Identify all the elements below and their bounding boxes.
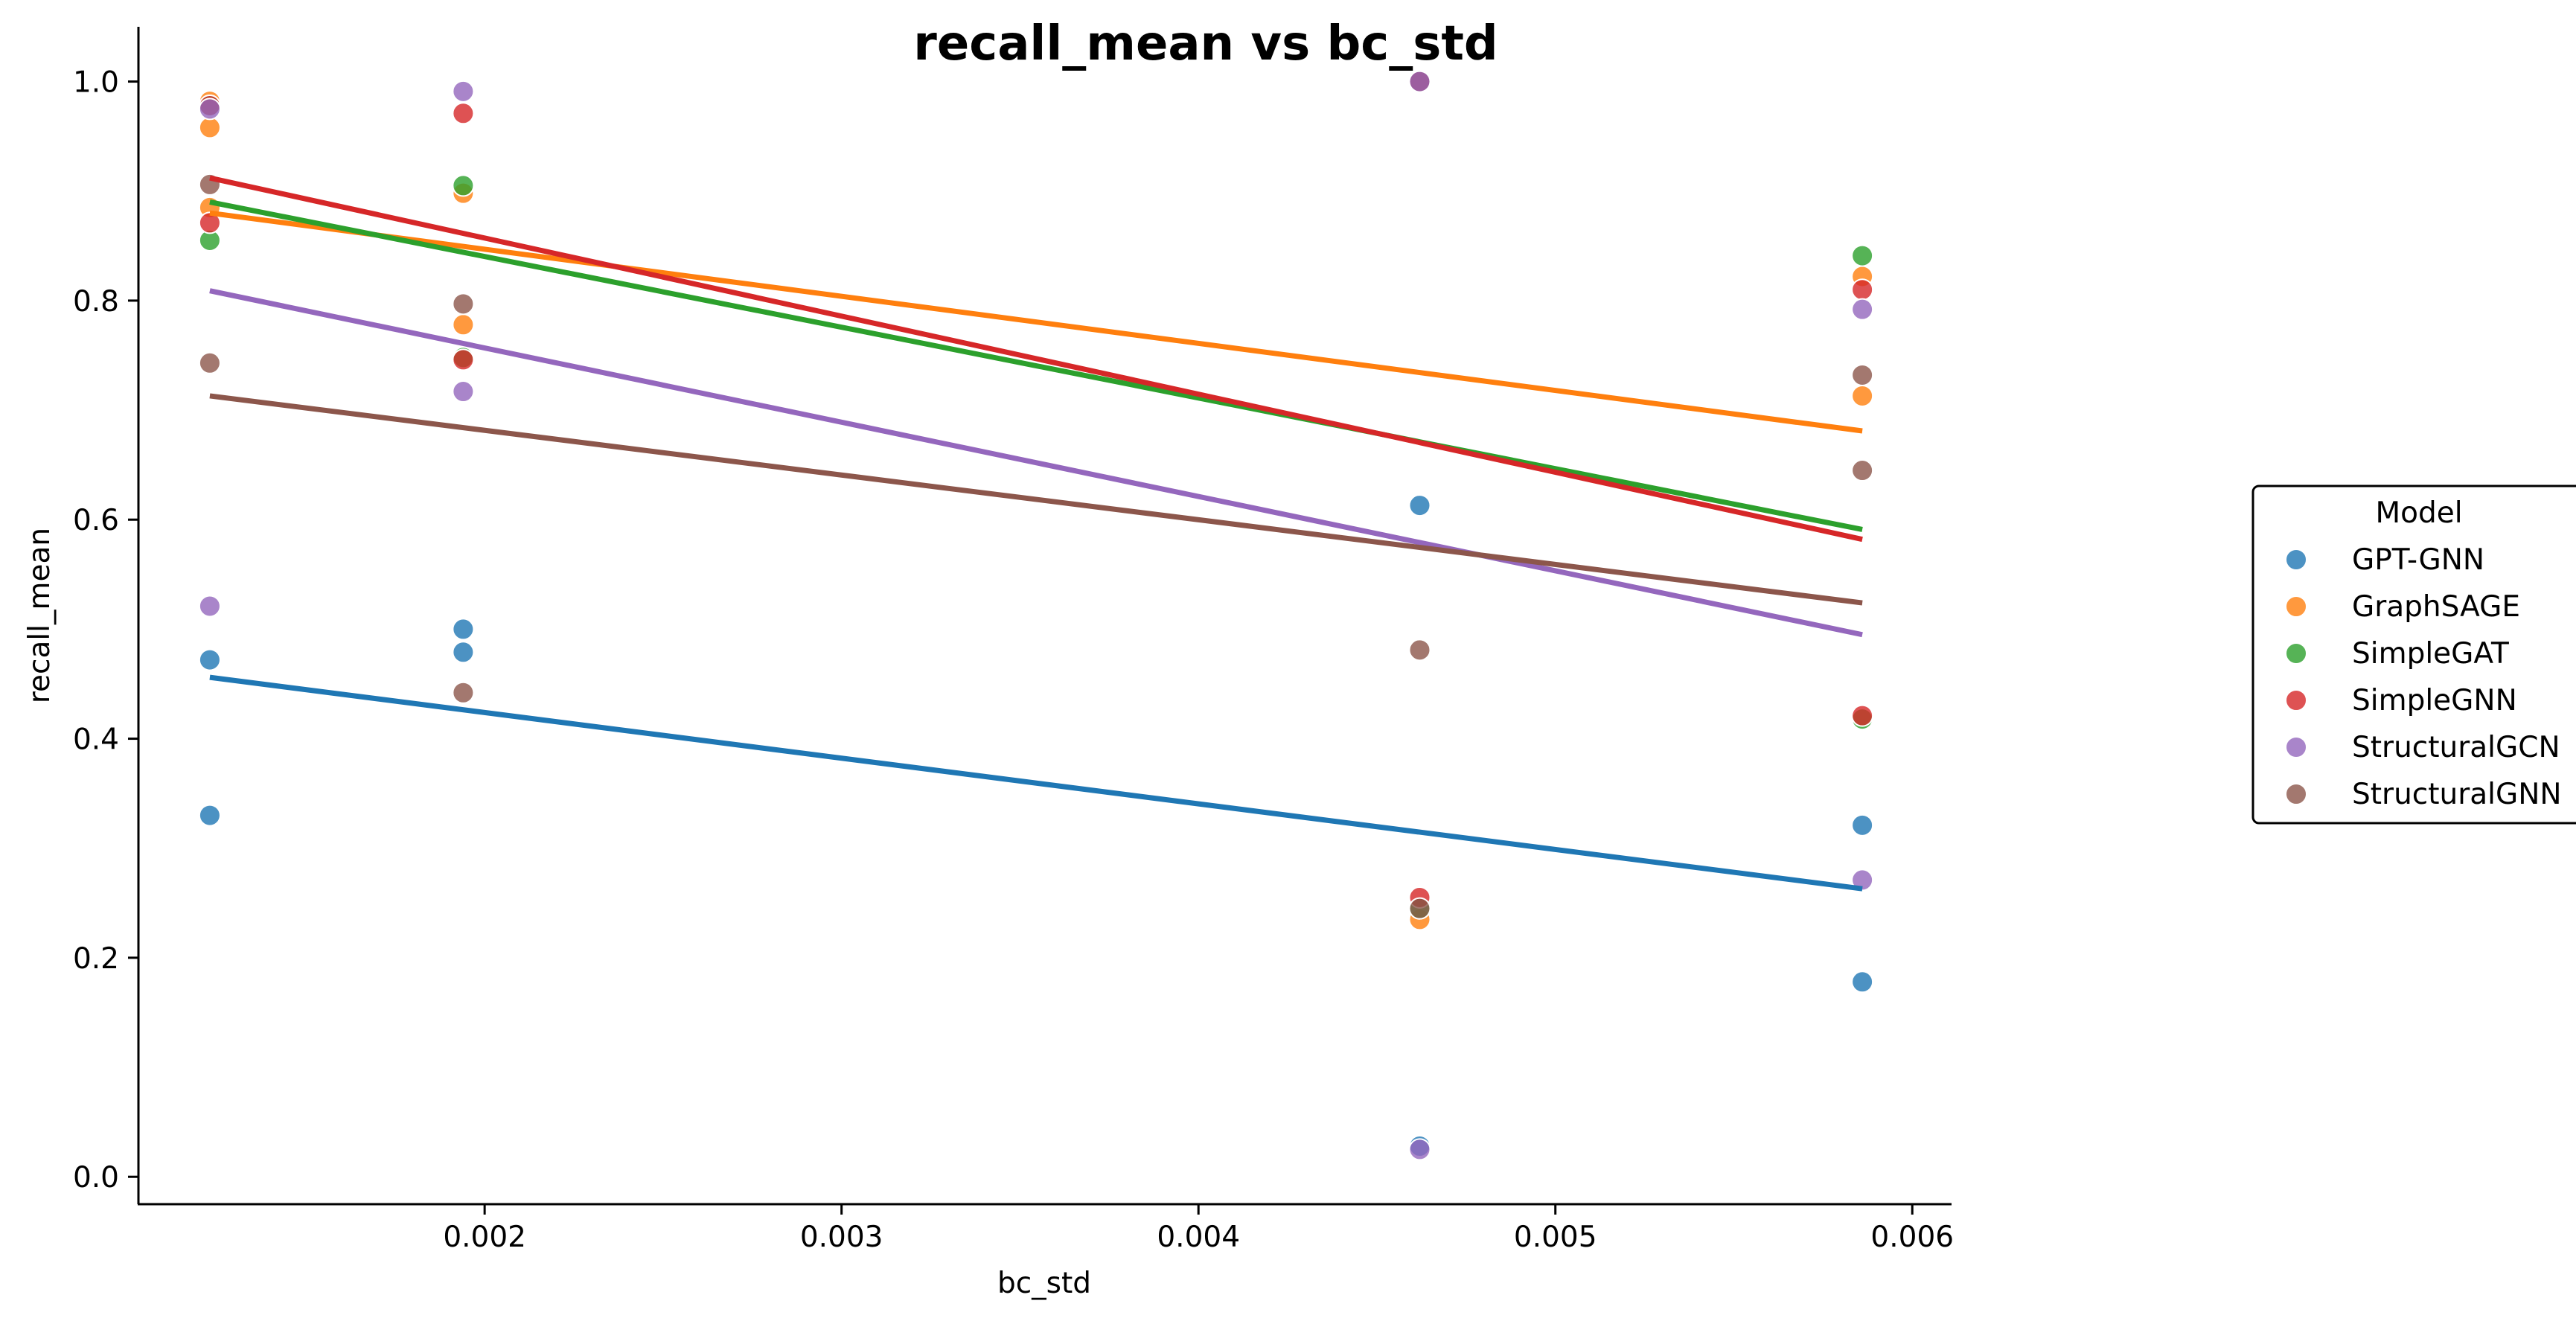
data-point: [1851, 813, 1874, 837]
legend-marker: [2285, 783, 2307, 805]
data-point: [452, 292, 475, 316]
data-point: [1851, 459, 1874, 482]
data-point: [1408, 1138, 1431, 1161]
trend-line-structuralgcn: [209, 288, 1863, 638]
series-gpt-gnn: [198, 494, 1874, 1158]
y-tick-label: 0.4: [73, 723, 119, 757]
data-point: [452, 80, 475, 103]
data-point: [452, 681, 475, 704]
legend-label: SimpleGNN: [2352, 684, 2517, 717]
series-simplegat: [198, 70, 1874, 920]
trend-line-gpt-gnn: [209, 674, 1863, 892]
data-point: [198, 116, 221, 139]
data-point: [198, 804, 221, 827]
legend-label: StructuralGNN: [2352, 778, 2562, 811]
y-tick-label: 0.2: [73, 942, 119, 976]
data-point: [1851, 244, 1874, 267]
data-point: [198, 211, 221, 234]
series-structuralgcn: [198, 70, 1874, 1161]
data-point: [1851, 278, 1874, 301]
x-tick-label: 0.004: [1157, 1221, 1240, 1254]
x-axis-label: bc_std: [997, 1267, 1091, 1300]
x-tick-label: 0.005: [1514, 1221, 1597, 1254]
data-point: [1851, 363, 1874, 386]
data-point: [452, 641, 475, 664]
data-point: [1851, 704, 1874, 727]
legend-marker: [2285, 689, 2307, 711]
data-point: [452, 174, 475, 197]
legend-marker: [2285, 595, 2307, 618]
legend-box: [2251, 484, 2576, 825]
chart-title: recall_mean vs bc_std: [913, 16, 1498, 71]
x-tick-label: 0.006: [1870, 1221, 1954, 1254]
data-point: [198, 595, 221, 618]
legend-label: GraphSAGE: [2352, 590, 2520, 624]
x-tick-label: 0.003: [800, 1221, 883, 1254]
trend-line-graphsage: [209, 210, 1863, 434]
trend-line-structuralgnn: [209, 393, 1863, 606]
data-point: [1851, 869, 1874, 892]
legend-marker: [2285, 549, 2307, 571]
data-point: [1408, 639, 1431, 662]
x-axis-ticks: 0.002 0.003 0.004 0.005 0.006: [443, 1204, 1954, 1254]
trend-line-simplegnn: [209, 175, 1863, 543]
legend-label: SimpleGAT: [2352, 637, 2509, 671]
y-tick-label: 0.6: [73, 504, 119, 537]
plot-area: [198, 70, 1874, 1161]
legend: Model GPT-GNN GraphSAGE SimpleGAT SimpleGNN…: [2251, 484, 2576, 825]
data-point: [1408, 494, 1431, 517]
series-structuralgnn: [198, 173, 1874, 920]
y-tick-label: 1.0: [73, 66, 119, 100]
legend-items: GPT-GNN GraphSAGE SimpleGAT SimpleGNN Struct…: [2285, 543, 2562, 811]
legend-title: Model: [2375, 496, 2462, 530]
data-point: [198, 648, 221, 671]
y-axis-ticks: 0.0 0.2 0.4 0.6 0.8 1.0: [73, 66, 138, 1195]
x-tick-label: 0.002: [443, 1221, 526, 1254]
legend-label: GPT-GNN: [2352, 543, 2484, 577]
legend-marker: [2285, 736, 2307, 758]
data-point: [1408, 897, 1431, 920]
legend-label: StructuralGCN: [2352, 731, 2560, 764]
data-point: [1408, 70, 1431, 93]
data-point: [1851, 298, 1874, 321]
y-tick-label: 0.0: [73, 1161, 119, 1195]
data-point: [452, 618, 475, 641]
data-point: [1851, 384, 1874, 407]
y-tick-label: 0.8: [73, 285, 119, 319]
data-point: [198, 351, 221, 374]
data-point: [198, 97, 221, 121]
data-point: [452, 313, 475, 336]
legend-marker: [2285, 642, 2307, 665]
trend-line-simplegat: [209, 199, 1863, 532]
data-point: [452, 348, 475, 371]
data-point: [452, 102, 475, 125]
data-point: [1851, 970, 1874, 994]
data-point: [452, 380, 475, 403]
y-axis-label: recall_mean: [23, 528, 57, 703]
